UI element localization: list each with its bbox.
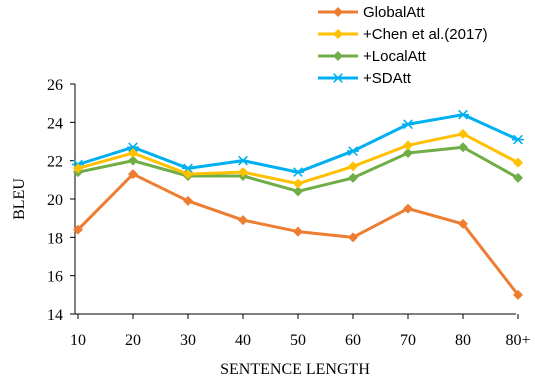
- x-tick-label: 20: [125, 332, 141, 349]
- legend-label: +LocalAtt: [363, 48, 427, 65]
- data-point-chen-et-al-2017: [128, 148, 138, 158]
- data-point-globalatt: [293, 226, 303, 237]
- data-point-chen-et-al-2017: [403, 140, 413, 151]
- data-point-sdatt: [127, 142, 139, 153]
- data-point-sdatt: [512, 134, 524, 145]
- series-line-chen-et-al-2017: [77, 132, 519, 186]
- y-tick-label: 20: [47, 192, 63, 209]
- legend-label: GlobalAtt: [363, 4, 426, 21]
- legend-marker: [332, 73, 344, 83]
- y-tick-label: 24: [47, 115, 63, 132]
- legend-marker: [333, 51, 343, 61]
- y-tick-label: 22: [47, 154, 63, 171]
- x-ticks: 10 20 30 40 50 60 70 80 80+: [70, 314, 531, 349]
- data-point-localatt: [293, 186, 303, 197]
- data-point-sdatt: [457, 109, 469, 120]
- series-sdatt: [72, 109, 524, 178]
- data-point-localatt: [458, 142, 468, 153]
- data-point-sdatt: [347, 146, 359, 156]
- data-point-sdatt: [237, 155, 249, 166]
- y-axis-label: BLEU: [11, 178, 28, 220]
- legend-label: +Chen et al.(2017): [363, 26, 488, 43]
- axes: [74, 84, 516, 315]
- legend-item-globalatt: GlobalAtt: [318, 4, 426, 21]
- data-point-sdatt: [292, 167, 304, 178]
- data-point-chen-et-al-2017: [73, 163, 83, 174]
- x-tick-label: 70: [400, 332, 416, 349]
- y-tick-label: 14: [47, 307, 63, 324]
- data-point-globalatt: [348, 232, 358, 243]
- data-point-globalatt: [458, 218, 468, 229]
- data-point-globalatt: [73, 224, 83, 235]
- series-chen-et-al-2017: [73, 128, 523, 189]
- y-tick-label: 26: [47, 77, 63, 94]
- y-tick-label: 16: [47, 269, 63, 286]
- x-tick-label: 80: [455, 332, 471, 349]
- y-ticks: 14 16 18 20 22 24 26: [47, 77, 75, 324]
- legend-item-localatt: +LocalAtt: [318, 48, 427, 65]
- data-point-chen-et-al-2017: [458, 128, 468, 139]
- x-tick-label: 50: [290, 332, 306, 349]
- x-tick-label: 30: [180, 332, 196, 349]
- legend-item-chen-et-al-2017: +Chen et al.(2017): [318, 26, 488, 43]
- legend-marker: [333, 29, 343, 39]
- data-point-globalatt: [128, 169, 138, 180]
- legend-marker: [333, 7, 343, 17]
- data-point-localatt: [348, 172, 358, 183]
- data-point-sdatt: [402, 119, 414, 130]
- legend-label: +SDAtt: [363, 70, 412, 87]
- data-point-chen-et-al-2017: [513, 157, 523, 168]
- data-point-globalatt: [183, 195, 193, 206]
- x-tick-label: 40: [235, 332, 251, 349]
- data-point-globalatt: [513, 289, 523, 300]
- series-layer: [72, 109, 524, 300]
- data-point-localatt: [128, 155, 138, 166]
- data-point-sdatt: [182, 163, 194, 174]
- data-point-chen-et-al-2017: [238, 167, 248, 178]
- data-point-localatt: [403, 148, 413, 158]
- x-axis-label: SENTENCE LENGTH: [220, 361, 370, 378]
- data-point-chen-et-al-2017: [183, 169, 193, 180]
- data-point-globalatt: [238, 215, 248, 226]
- x-tick-label: 10: [70, 332, 86, 349]
- legend: GlobalAtt +Chen et al.(2017) +LocalAtt +SDA…: [318, 4, 488, 87]
- data-point-chen-et-al-2017: [348, 161, 358, 172]
- data-point-globalatt: [403, 203, 413, 214]
- y-tick-label: 18: [47, 230, 63, 247]
- legend-item-sdatt: +SDAtt: [318, 70, 412, 87]
- series-globalatt: [73, 169, 523, 300]
- x-tick-label: 80+: [505, 332, 530, 349]
- x-tick-label: 60: [345, 332, 361, 349]
- data-point-chen-et-al-2017: [293, 178, 303, 189]
- data-point-localatt: [513, 172, 523, 183]
